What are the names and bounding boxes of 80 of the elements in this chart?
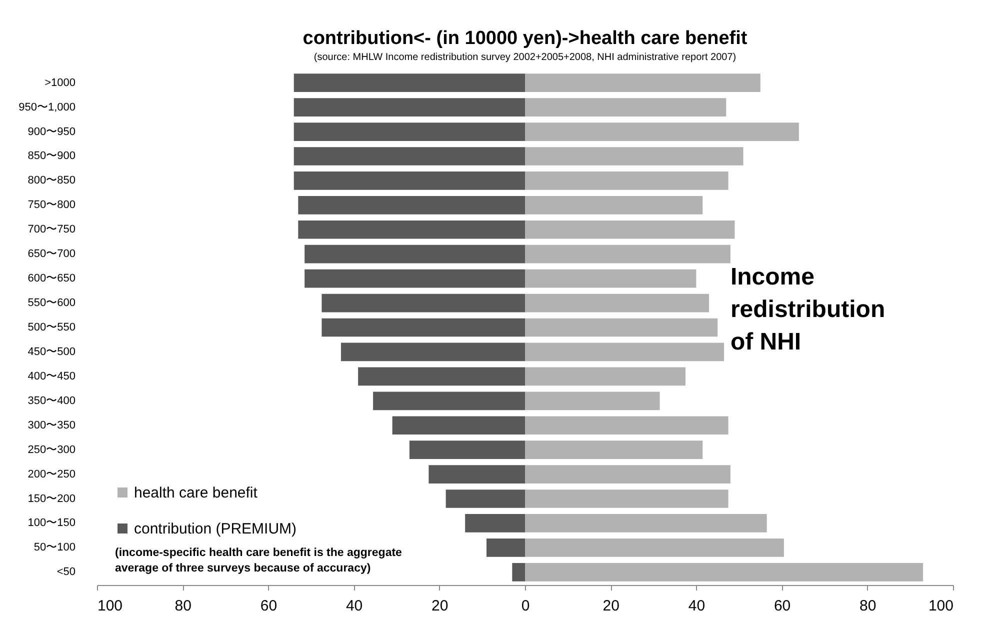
bar	[486, 538, 525, 557]
y-tick-label: <50	[56, 566, 76, 578]
bar	[409, 440, 525, 459]
bar	[298, 196, 525, 214]
bar	[294, 172, 525, 190]
bar	[304, 244, 525, 264]
y-tick-label: 150〜200	[28, 492, 76, 505]
bar	[525, 122, 799, 141]
y-tick-label: 100〜150	[28, 517, 76, 530]
bar	[358, 367, 525, 386]
bar	[294, 122, 525, 141]
bar	[428, 465, 525, 484]
bar	[294, 147, 525, 166]
bar	[373, 392, 525, 410]
y-tick-label: 550〜600	[28, 297, 76, 310]
y-tick-label: 350〜400	[28, 394, 76, 407]
x-tick-label: 100	[98, 598, 123, 614]
bar	[525, 147, 744, 166]
bar	[525, 244, 730, 264]
chart-title: contribution<- (in 10000 yen)->health care benefit	[302, 28, 748, 49]
bar	[525, 98, 726, 116]
bar	[525, 440, 703, 459]
y-tick-label: 500〜550	[28, 322, 76, 334]
bar	[525, 220, 735, 239]
bar	[525, 294, 710, 312]
y-tick-label: 650〜700	[28, 248, 76, 260]
annotation: (income-specific health care benefit is the aggregate average of three surveys because of accuracy)	[115, 547, 402, 575]
legend-label: contribution (PREMIUM)	[134, 520, 297, 538]
bar	[294, 98, 525, 116]
bar	[525, 465, 730, 484]
bar	[304, 269, 525, 288]
x-tick-label: 80	[174, 598, 192, 614]
legend-label: health care benefit	[134, 484, 258, 502]
y-tick-label: 300〜350	[28, 419, 76, 432]
x-tick-label: 60	[260, 598, 278, 614]
x-tick-label: 0	[521, 598, 530, 614]
bar	[446, 490, 525, 508]
y-tick-label: 900〜950	[28, 126, 76, 138]
bar	[525, 538, 784, 557]
x-tick-label: 60	[774, 598, 791, 614]
x-tick-label: 80	[860, 598, 876, 614]
y-tick-label: 850〜900	[28, 150, 76, 162]
bar	[525, 269, 696, 288]
y-tick-label: 700〜750	[28, 224, 76, 236]
y-tick-label: 400〜450	[28, 370, 76, 382]
bar	[525, 562, 924, 582]
bar	[340, 342, 525, 362]
annotation: Income redistribution of NHI	[730, 264, 886, 356]
y-tick-label: 450〜500	[28, 346, 76, 358]
bar	[322, 318, 525, 337]
x-tick-label: 20	[602, 598, 620, 614]
bar	[525, 342, 724, 362]
bar	[525, 172, 728, 190]
y-tick-label: 750〜800	[28, 199, 76, 212]
chart-subtitle: (source: MHLW Income redistribution survey 2002+2005+2008, NHI administrative report 2007)	[314, 52, 736, 63]
bar	[525, 367, 686, 386]
bar	[525, 74, 760, 92]
bar	[512, 562, 525, 582]
y-tick-label: 50〜100	[34, 542, 76, 554]
x-tick-label: 40	[346, 598, 363, 614]
bar	[525, 318, 718, 337]
x-tick-label: 40	[688, 598, 706, 614]
bar	[392, 416, 525, 435]
y-tick-label: 800〜850	[28, 174, 76, 187]
bar	[525, 196, 703, 214]
x-tick-label: 20	[432, 598, 448, 614]
bar	[294, 74, 525, 92]
y-tick-label: 250〜300	[28, 444, 76, 456]
bar	[525, 490, 728, 508]
bar	[322, 294, 525, 312]
x-tick-label: 100	[928, 598, 954, 614]
bar	[465, 514, 525, 532]
y-tick-label: 200〜250	[28, 468, 76, 480]
bar	[298, 220, 525, 239]
y-tick-label: 600〜650	[28, 272, 76, 285]
bar	[525, 392, 660, 410]
y-tick-label: 950〜1,000	[18, 101, 76, 114]
bar	[525, 416, 728, 435]
bar	[525, 514, 767, 532]
y-tick-label: >1000	[44, 76, 76, 89]
